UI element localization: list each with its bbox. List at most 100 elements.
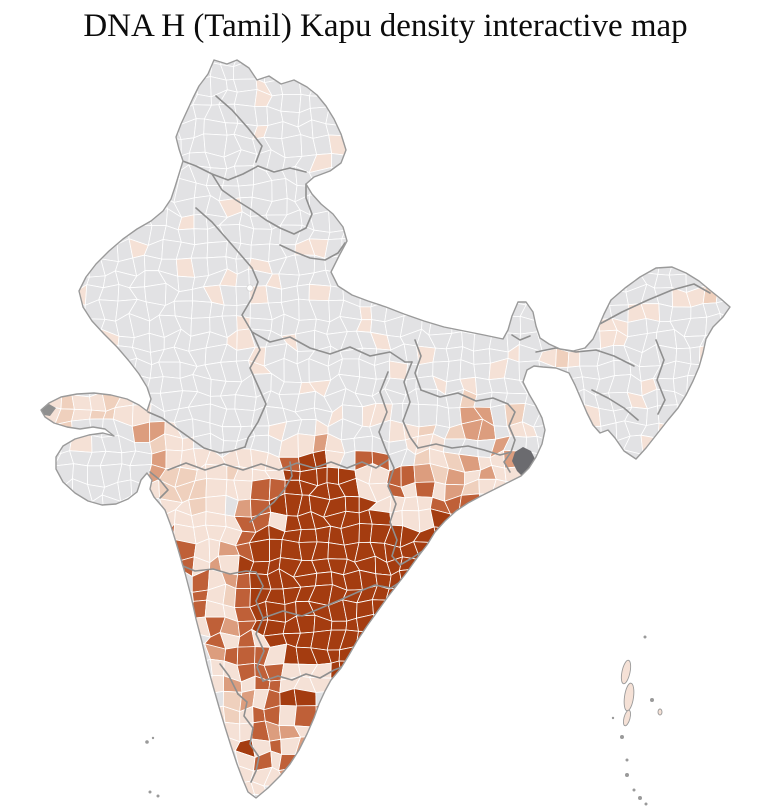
district-cell[interactable] [178, 738, 194, 753]
district-cell[interactable] [489, 510, 511, 531]
district-cell[interactable] [26, 617, 46, 637]
district-cell[interactable] [143, 542, 164, 563]
district-cell[interactable] [732, 255, 752, 272]
district-cell[interactable] [448, 678, 467, 694]
district-cell[interactable] [564, 104, 585, 121]
district-cell[interactable] [729, 120, 748, 139]
district-cell[interactable] [119, 137, 134, 157]
district-cell[interactable] [446, 359, 462, 383]
district-cell[interactable] [654, 226, 677, 244]
district-cell[interactable] [129, 512, 150, 531]
district-cell[interactable] [684, 49, 706, 59]
district-cell[interactable] [448, 646, 465, 665]
district-cell[interactable] [113, 73, 133, 98]
district-cell[interactable] [537, 719, 551, 739]
district-cell[interactable] [208, 768, 224, 785]
district-cell[interactable] [623, 543, 648, 558]
district-cell[interactable] [83, 674, 107, 690]
district-cell[interactable] [294, 753, 312, 773]
district-cell[interactable] [628, 748, 646, 773]
district-cell[interactable] [160, 561, 182, 571]
district-cell[interactable] [489, 542, 507, 556]
district-cell[interactable] [704, 524, 721, 542]
district-cell[interactable] [56, 495, 73, 513]
district-cell[interactable] [522, 59, 542, 80]
district-cell[interactable] [488, 328, 509, 353]
district-cell[interactable] [401, 169, 418, 183]
district-cell[interactable] [444, 738, 467, 756]
district-cell[interactable] [390, 735, 406, 758]
district-cell[interactable] [371, 225, 392, 242]
district-cell[interactable] [488, 49, 512, 68]
district-cell[interactable] [309, 51, 333, 65]
district-cell[interactable] [653, 437, 671, 457]
district-cell[interactable] [703, 151, 723, 167]
district-cell[interactable] [548, 589, 573, 605]
district-cell[interactable] [354, 214, 376, 232]
district-cell[interactable] [657, 45, 676, 68]
district-cell[interactable] [518, 585, 542, 605]
district-cell[interactable] [385, 707, 404, 727]
district-cell[interactable] [644, 493, 662, 518]
district-cell[interactable] [626, 178, 646, 199]
district-cell[interactable] [538, 650, 550, 665]
district-cell[interactable] [582, 74, 601, 97]
district-cell[interactable] [609, 779, 633, 796]
district-cell[interactable] [578, 284, 602, 309]
district-cell[interactable] [718, 44, 734, 66]
district-cell[interactable] [595, 793, 615, 811]
district-cell[interactable] [401, 272, 422, 292]
district-cell[interactable] [41, 703, 63, 726]
district-cell[interactable] [671, 586, 691, 608]
district-cell[interactable] [475, 690, 494, 713]
district-cell[interactable] [133, 107, 153, 128]
district-cell[interactable] [493, 268, 513, 287]
district-cell[interactable] [84, 170, 108, 183]
district-cell[interactable] [443, 225, 465, 248]
district-cell[interactable] [448, 662, 467, 683]
district-cell[interactable] [134, 770, 153, 788]
district-cell[interactable] [40, 136, 63, 158]
district-cell[interactable] [60, 163, 78, 181]
district-cell[interactable] [129, 495, 150, 515]
district-cell[interactable] [507, 765, 525, 788]
district-cell[interactable] [714, 123, 731, 143]
district-cell[interactable] [431, 268, 453, 291]
district-cell[interactable] [565, 388, 585, 409]
district-cell[interactable] [717, 530, 734, 547]
district-cell[interactable] [131, 73, 150, 96]
district-cell[interactable] [566, 167, 584, 186]
district-cell[interactable] [71, 48, 90, 67]
district-cell[interactable] [566, 178, 584, 201]
district-cell[interactable] [551, 544, 568, 555]
district-cell[interactable] [458, 62, 481, 78]
district-cell[interactable] [572, 733, 585, 757]
district-cell[interactable] [308, 180, 330, 196]
district-cell[interactable] [72, 135, 90, 156]
district-cell[interactable] [421, 210, 437, 231]
district-cell[interactable] [731, 377, 752, 397]
district-cell[interactable] [653, 451, 676, 469]
district-cell[interactable] [401, 259, 422, 274]
district-cell[interactable] [638, 646, 663, 666]
district-cell[interactable] [458, 750, 480, 769]
district-cell[interactable] [114, 598, 133, 622]
district-cell[interactable] [84, 193, 108, 213]
district-cell[interactable] [147, 150, 165, 172]
district-cell[interactable] [671, 601, 690, 623]
district-cell[interactable] [474, 193, 498, 216]
district-cell[interactable] [624, 47, 646, 65]
district-cell[interactable] [101, 583, 116, 608]
district-cell[interactable] [686, 404, 707, 426]
district-cell[interactable] [518, 134, 540, 156]
district-cell[interactable] [145, 584, 166, 607]
district-cell[interactable] [338, 268, 362, 289]
district-cell[interactable] [338, 255, 361, 274]
district-cell[interactable] [536, 226, 557, 245]
district-cell[interactable] [644, 528, 661, 544]
district-cell[interactable] [715, 496, 738, 512]
district-cell[interactable] [713, 223, 732, 246]
district-cell[interactable] [670, 181, 693, 202]
district-cell[interactable] [717, 629, 736, 652]
district-cell[interactable] [23, 306, 48, 323]
